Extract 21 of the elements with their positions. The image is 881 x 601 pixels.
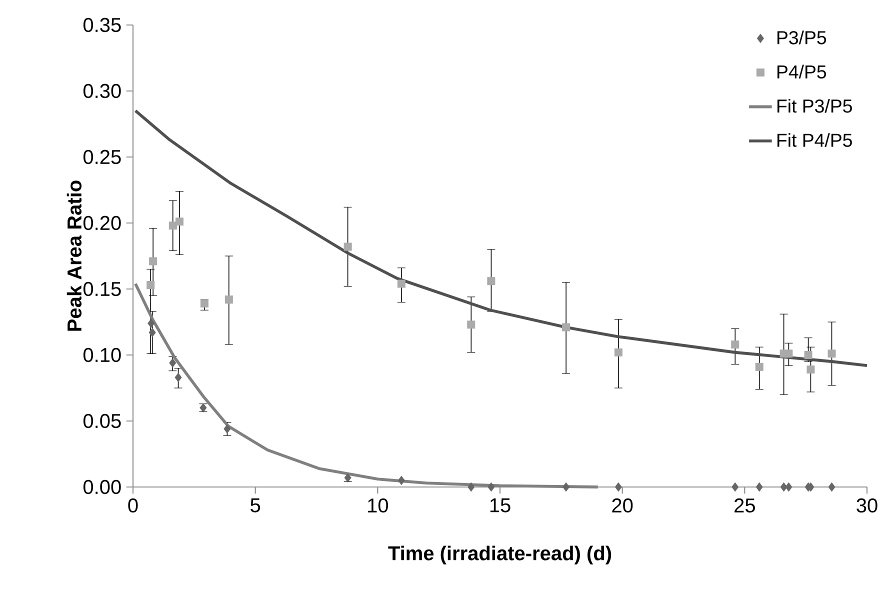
- y-tick-label: 0.30: [83, 84, 121, 98]
- x-tick-label: 15: [490, 498, 510, 512]
- legend-label: Fit P4/P5: [777, 133, 852, 147]
- x-tick-label: 25: [734, 498, 755, 513]
- y-tick-label: 0.10: [83, 348, 121, 362]
- x-tick-label: 10: [368, 498, 388, 513]
- y-tick-label: 0.15: [83, 282, 121, 296]
- x-axis-title: Time (irradiate-read) (d): [388, 546, 612, 564]
- y-tick-label: 0.05: [83, 414, 121, 428]
- y-tick-label: 0.25: [83, 150, 121, 164]
- legend-label: P3/P5: [777, 30, 826, 44]
- x-tick-label: 20: [612, 498, 633, 513]
- x-tick-label: 0: [128, 498, 138, 513]
- y-tick-label: 0.35: [83, 18, 121, 32]
- y-axis-title: Peak Area Ratio: [66, 180, 82, 331]
- x-tick-label: 5: [250, 498, 260, 512]
- x-tick-label: 30: [856, 498, 878, 513]
- legend-label: Fit P3/P5: [777, 98, 852, 113]
- y-tick-label: 0.00: [83, 480, 121, 494]
- y-tick-label: 0.20: [83, 216, 121, 230]
- legend-label: P4/P5: [777, 64, 826, 79]
